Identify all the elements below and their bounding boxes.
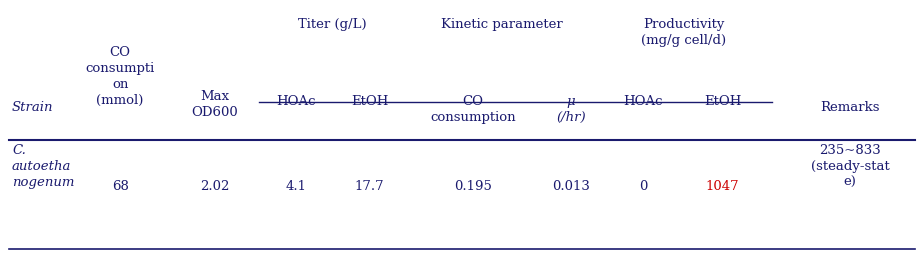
Text: 0: 0	[638, 180, 648, 193]
Text: HOAc: HOAc	[276, 95, 315, 108]
Text: Titer (g/L): Titer (g/L)	[298, 18, 367, 31]
Text: CO
consumption: CO consumption	[431, 95, 516, 124]
Text: μ
(/hr): μ (/hr)	[556, 95, 586, 124]
Text: 68: 68	[112, 180, 128, 193]
Text: Productivity
(mg/g cell/d): Productivity (mg/g cell/d)	[641, 18, 726, 47]
Text: 1047: 1047	[706, 180, 739, 193]
Text: Max
OD600: Max OD600	[191, 90, 237, 119]
Text: 0.013: 0.013	[553, 180, 590, 193]
Text: C.
autoetha
nogenum: C. autoetha nogenum	[12, 144, 75, 189]
Text: Strain: Strain	[12, 102, 54, 114]
Text: 17.7: 17.7	[355, 180, 384, 193]
Text: EtOH: EtOH	[704, 95, 741, 108]
Text: CO
consumpti
on
(mmol): CO consumpti on (mmol)	[86, 46, 154, 107]
Text: 4.1: 4.1	[286, 180, 306, 193]
Text: Kinetic parameter: Kinetic parameter	[441, 18, 563, 31]
Text: 235~833
(steady-stat
e): 235~833 (steady-stat e)	[810, 144, 890, 189]
Text: EtOH: EtOH	[351, 95, 388, 108]
Text: 2.02: 2.02	[200, 180, 229, 193]
Text: 0.195: 0.195	[455, 180, 492, 193]
Text: Remarks: Remarks	[821, 102, 880, 114]
Text: HOAc: HOAc	[624, 95, 663, 108]
